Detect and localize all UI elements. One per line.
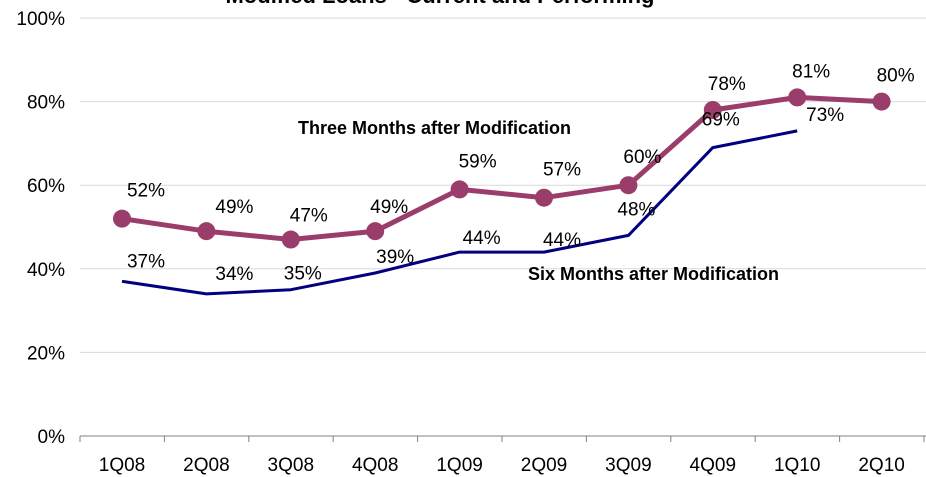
data-point-marker xyxy=(619,176,638,195)
x-tick-label: 2Q09 xyxy=(521,455,567,476)
data-label: 34% xyxy=(215,264,253,285)
data-point-marker xyxy=(113,209,131,228)
data-label: 81% xyxy=(792,61,830,82)
data-label: 48% xyxy=(617,199,655,220)
x-tick-label: 1Q10 xyxy=(774,455,820,476)
data-point-marker xyxy=(872,92,891,111)
x-tick-labels: 1Q08 2Q08 3Q08 4Q08 1Q09 2Q09 3Q09 4Q09 1Q10 2Q10 xyxy=(99,455,905,476)
data-label: 49% xyxy=(370,197,408,218)
series-label-three-months: Three Months after Modification xyxy=(298,118,571,138)
data-label: 47% xyxy=(290,206,328,227)
data-label: 80% xyxy=(877,66,915,87)
series-labels: Three Months after Modification Six Month… xyxy=(298,118,779,284)
data-point-marker xyxy=(703,100,722,119)
data-point-marker xyxy=(197,222,216,241)
data-point-marker xyxy=(535,188,553,207)
data-label: 49% xyxy=(215,197,253,218)
y-tick-label: 0% xyxy=(38,427,66,448)
data-label: 78% xyxy=(708,74,746,95)
data-label: 69% xyxy=(702,110,740,131)
series-lines xyxy=(121,94,882,296)
data-label: 44% xyxy=(463,228,501,249)
y-tick-label: 60% xyxy=(27,176,65,197)
y-tick-label: 80% xyxy=(27,93,65,114)
series-markers xyxy=(113,88,891,249)
data-label: 60% xyxy=(623,147,661,168)
data-point-marker xyxy=(788,88,807,107)
data-point-marker xyxy=(281,230,300,249)
y-tick-label: 40% xyxy=(27,260,65,281)
x-tick-label: 2Q08 xyxy=(183,455,229,476)
series-line-six-months xyxy=(121,129,798,296)
x-tick-label: 1Q09 xyxy=(436,455,482,476)
data-label: 35% xyxy=(284,264,322,285)
x-tick-label: 2Q10 xyxy=(858,455,904,476)
x-tick-label: 1Q08 xyxy=(99,455,145,476)
data-label: 37% xyxy=(127,251,165,272)
data-point-marker xyxy=(366,222,385,241)
x-tick-label: 3Q09 xyxy=(605,455,651,476)
series-label-six-months: Six Months after Modification xyxy=(528,264,779,284)
series-line-three-months xyxy=(121,94,882,242)
data-label: 59% xyxy=(459,151,497,172)
y-tick-labels: 0% 20% 40% 60% 80% 100% xyxy=(16,9,65,448)
x-tick-label: 4Q08 xyxy=(352,455,398,476)
data-labels: 52% 49% 47% 49% 59% 57% 60% 78% 81% 80% 37% 34% 35% 3… xyxy=(127,61,915,284)
data-label: 52% xyxy=(127,181,165,202)
data-label: 73% xyxy=(806,105,844,126)
y-tick-label: 20% xyxy=(27,343,65,364)
chart-title: Modified Loans - Current and Performing xyxy=(225,0,654,8)
data-point-marker xyxy=(450,180,469,199)
axes xyxy=(79,435,926,442)
x-tick-label: 3Q08 xyxy=(268,455,314,476)
data-label: 57% xyxy=(543,160,581,181)
y-tick-label: 100% xyxy=(16,9,65,30)
data-label: 44% xyxy=(543,230,581,251)
data-label: 39% xyxy=(376,247,414,268)
x-tick-label: 4Q09 xyxy=(690,455,736,476)
